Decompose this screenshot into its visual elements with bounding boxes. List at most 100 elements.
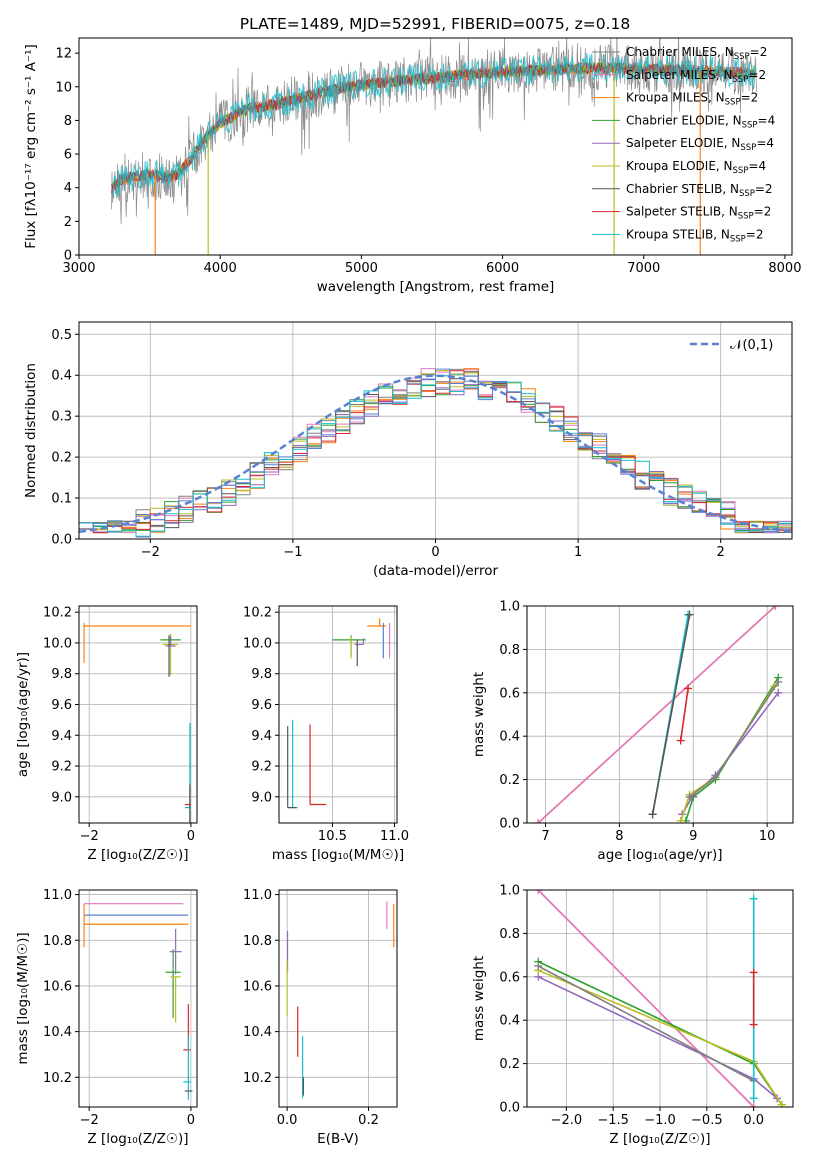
series-marker (749, 1094, 758, 1103)
legend-label: Chabrier MILES, NSSP=2 (626, 45, 767, 62)
series-marker (749, 1020, 758, 1029)
error-point (332, 635, 366, 656)
series-marker (648, 810, 657, 819)
series-line (685, 677, 779, 822)
series-marker (771, 606, 780, 610)
axes-frame (78, 37, 793, 256)
legend-label: Chabrier STELIB, NSSP=2 (626, 182, 773, 199)
x-axis-label: wavelength [Angstrom, rest frame] (317, 279, 555, 295)
plot-area (534, 890, 786, 1107)
error-point (287, 726, 297, 809)
x-tick-label: 0.2 (358, 1113, 379, 1128)
y-tick-label: 0.8 (499, 927, 520, 942)
panel-residuals: 𝒩(0,1) −2 −1 0 1 2 0.0 0.1 0.2 0.3 0.4 0.5 (data-mod… (23, 321, 793, 579)
y-tick-label: 10.0 (43, 636, 72, 651)
x-tick-label: 5000 (345, 261, 378, 276)
series-marker (676, 736, 685, 745)
x-axis-label: E(B-V) (317, 1131, 359, 1147)
y-tick-label: 4 (64, 181, 72, 196)
y-tick-label: 0.6 (499, 686, 520, 701)
y-tick-label: 11.0 (43, 888, 72, 903)
error-point (83, 903, 189, 948)
y-axis-label: mass weight (471, 956, 487, 1041)
axes-frame (78, 605, 198, 824)
series-line (537, 965, 755, 1082)
y-tick-label: 0.2 (499, 1057, 520, 1072)
x-tick-label: 7000 (627, 261, 660, 276)
error-point (354, 638, 365, 646)
series-marker (749, 1103, 758, 1107)
series-marker (774, 688, 783, 697)
y-tick-label: 10.8 (243, 934, 272, 949)
series-line (651, 614, 691, 815)
y-tick-label: 0.6 (499, 970, 520, 985)
panel-weight_vs_age: 7 8 9 10 0.0 0.2 0.4 0.6 0.8 1.0 age [log₁₀(age/yr… (471, 600, 794, 863)
panel-weight_vs_Z: −2.0 −1.5 −1.0 −0.5 0.0 0.0 0.2 0.4 0.6 0.8 1.0 Z [… (471, 884, 794, 1147)
legend-label: Salpeter ELODIE, NSSP=4 (626, 136, 774, 153)
x-axis-label: age [log₁₀(age/yr)] (597, 847, 722, 863)
y-tick-label: 12 (55, 47, 72, 62)
y-tick-label: 9.4 (51, 729, 72, 744)
y-tick-label: 9.6 (251, 698, 272, 713)
y-tick-label: 0.2 (499, 773, 520, 788)
axes-frame (278, 889, 398, 1108)
y-tick-label: 0.4 (51, 369, 72, 384)
y-tick-label: 0 (64, 249, 72, 264)
y-tick-label: 10.2 (43, 1071, 72, 1086)
x-tick-label: 1 (574, 545, 582, 560)
plot-area (83, 622, 191, 823)
x-tick-label: 10 (759, 829, 776, 844)
series-marker (534, 819, 543, 823)
series-line (537, 976, 778, 1099)
legend-label: Chabrier ELODIE, NSSP=4 (626, 113, 775, 130)
y-tick-label: 10.4 (43, 1025, 72, 1040)
x-tick-label: −2 (141, 545, 160, 560)
x-tick-label: 0.0 (743, 1113, 764, 1128)
legend: Chabrier MILES, NSSP=2 Salpeter MILES, NS… (592, 45, 775, 244)
x-tick-label: 0.0 (277, 1113, 298, 1128)
y-tick-label: 9.2 (51, 760, 72, 775)
panel-age_vs_Z: −2 0 9.0 9.2 9.4 9.6 9.8 10.0 10.2 Z [log₁₀(Z/Z☉)… (15, 605, 198, 863)
x-tick-label: 2 (717, 545, 725, 560)
y-axis-label: mass [log₁₀(M/M☉)] (15, 932, 31, 1064)
y-tick-label: 10.0 (243, 636, 272, 651)
y-tick-label: 0.0 (499, 817, 520, 832)
plot-area (534, 606, 783, 823)
series-marker (534, 890, 543, 894)
error-point (169, 928, 182, 975)
x-tick-label: 10.5 (318, 829, 347, 844)
y-tick-label: 0.4 (499, 730, 520, 745)
y-tick-label: 10.8 (43, 934, 72, 949)
series-marker (684, 684, 693, 693)
x-tick-label: 6000 (486, 261, 519, 276)
histogram-step (79, 368, 792, 533)
legend-label: Kroupa MILES, NSSP=2 (626, 91, 758, 108)
legend-label: 𝒩(0,1) (730, 338, 773, 353)
series-marker (534, 961, 543, 970)
y-tick-label: 1.0 (499, 884, 520, 899)
y-tick-label: 6 (64, 148, 72, 163)
error-point (183, 1004, 191, 1051)
error-point (165, 949, 181, 1018)
series-marker (685, 792, 694, 801)
y-tick-label: 10.6 (43, 979, 72, 994)
y-tick-label: 1.0 (499, 600, 520, 615)
legend-label: Salpeter MILES, NSSP=2 (626, 68, 766, 85)
figure-title: PLATE=1489, MJD=52991, FIBERID=0075, z=0… (240, 15, 630, 33)
plot-area (83, 903, 193, 1101)
x-axis-label: Z [log₁₀(Z/Z☉)] (87, 847, 188, 863)
series-marker (777, 1100, 786, 1107)
x-axis-label: (data-model)/error (373, 563, 499, 579)
x-tick-label: −1 (283, 545, 302, 560)
y-tick-label: 8 (64, 114, 72, 129)
x-tick-label: −1.5 (597, 1113, 629, 1128)
series-marker (685, 610, 694, 619)
x-axis-label: Z [log₁₀(Z/Z☉)] (609, 1131, 710, 1147)
y-axis-label: mass weight (471, 672, 487, 757)
series-marker (749, 894, 758, 903)
x-tick-label: 3000 (62, 261, 95, 276)
y-tick-label: 9.8 (251, 667, 272, 682)
x-tick-label: 0 (187, 1113, 195, 1128)
